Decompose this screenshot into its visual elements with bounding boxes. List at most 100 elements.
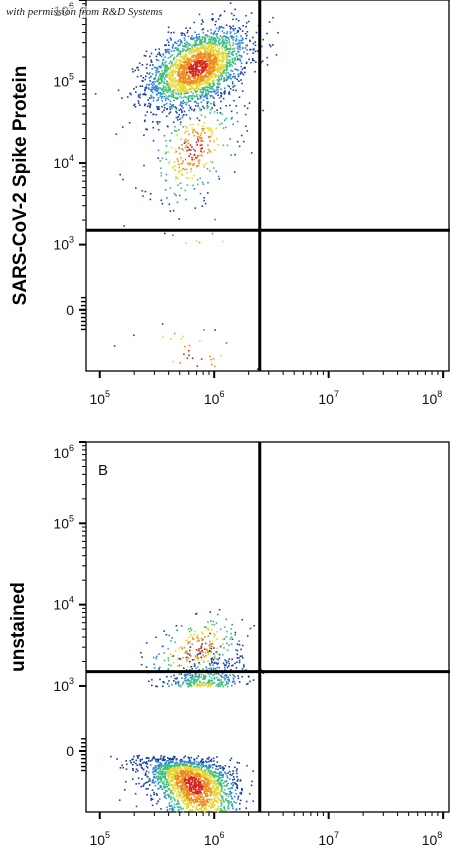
- event-dot: [178, 70, 181, 73]
- event-dot: [169, 808, 171, 810]
- event-dot: [206, 102, 209, 105]
- event-dot: [240, 62, 243, 65]
- event-dot: [182, 99, 185, 102]
- event-dot: [199, 109, 201, 112]
- event-dot: [219, 53, 221, 55]
- event-dot: [232, 42, 235, 44]
- event-dot: [118, 799, 121, 801]
- event-dot: [193, 798, 196, 801]
- event-dot: [221, 37, 223, 39]
- event-dot: [187, 636, 190, 639]
- event-dot: [184, 130, 187, 132]
- event-dot: [218, 86, 220, 88]
- event-dot: [200, 47, 203, 50]
- event-dot: [187, 628, 190, 630]
- event-dot: [189, 802, 191, 805]
- event-dot: [186, 184, 189, 186]
- event-dot: [209, 52, 212, 55]
- event-dot: [172, 95, 175, 97]
- event-dot: [239, 655, 242, 657]
- event-dot: [225, 35, 228, 38]
- event-dot: [218, 67, 221, 70]
- event-dot: [221, 41, 224, 43]
- event-dot: [178, 684, 180, 687]
- event-dot: [179, 764, 181, 767]
- event-dot: [172, 662, 175, 664]
- event-dot: [213, 82, 215, 85]
- event-dot: [189, 775, 191, 777]
- event-dot: [205, 80, 208, 82]
- event-dot: [192, 86, 194, 89]
- event-dot: [192, 38, 194, 40]
- event-dot: [197, 58, 199, 60]
- event-dot: [178, 789, 180, 792]
- event-dot: [187, 80, 189, 82]
- event-dot: [221, 803, 223, 806]
- event-dot: [208, 62, 211, 65]
- event-dot: [171, 683, 173, 686]
- event-dot: [212, 63, 214, 66]
- event-dot: [167, 657, 170, 659]
- event-dot: [160, 764, 163, 766]
- event-dot: [187, 29, 189, 32]
- event-dot: [208, 790, 211, 793]
- event-dot: [173, 99, 175, 102]
- event-dot: [185, 651, 188, 653]
- event-dot: [220, 25, 223, 28]
- event-dot: [169, 67, 172, 70]
- event-dot: [205, 72, 208, 74]
- event-dot: [250, 12, 253, 14]
- event-dot: [191, 54, 194, 57]
- event-dot: [125, 760, 127, 762]
- event-dot: [139, 96, 141, 99]
- event-dot: [235, 39, 238, 41]
- event-dot: [178, 63, 180, 66]
- event-dot: [198, 69, 200, 72]
- event-dot: [222, 59, 224, 62]
- event-dot: [194, 56, 197, 59]
- event-dot: [208, 86, 210, 89]
- event-dot: [212, 653, 215, 655]
- event-dot: [222, 800, 225, 802]
- event-dot: [131, 763, 134, 766]
- event-dot: [194, 100, 197, 103]
- event-dot: [207, 79, 209, 81]
- event-dot: [196, 634, 199, 636]
- event-dot: [230, 787, 233, 789]
- event-dot: [198, 241, 201, 244]
- event-dot: [206, 51, 209, 53]
- event-dot: [222, 45, 224, 48]
- event-dot: [195, 801, 198, 803]
- event-dot: [195, 83, 198, 86]
- event-dot: [121, 97, 123, 99]
- event-dot: [205, 69, 208, 71]
- event-dot: [219, 799, 221, 802]
- event-dot: [189, 95, 191, 97]
- event-dot: [220, 644, 223, 647]
- event-dot: [176, 63, 178, 66]
- event-dot: [262, 109, 264, 112]
- event-dot: [175, 175, 177, 178]
- event-dot: [192, 184, 194, 187]
- event-dot: [187, 47, 189, 49]
- event-dot: [226, 69, 228, 72]
- event-dot: [217, 777, 220, 779]
- event-dot: [211, 49, 214, 52]
- event-dot: [132, 768, 134, 770]
- event-dot: [210, 807, 212, 809]
- event-dot: [165, 87, 167, 90]
- event-dot: [164, 103, 166, 106]
- event-dot: [183, 48, 186, 51]
- event-dot: [206, 101, 208, 103]
- event-dot: [193, 162, 196, 165]
- event-dot: [210, 680, 213, 682]
- event-dot: [182, 56, 185, 59]
- event-dot: [210, 38, 213, 41]
- event-dot: [223, 808, 226, 810]
- event-dot: [162, 757, 165, 760]
- event-dot: [210, 71, 213, 73]
- event-dot: [181, 772, 184, 775]
- event-dot: [192, 801, 195, 803]
- event-dot: [217, 685, 220, 688]
- event-dot: [157, 59, 160, 62]
